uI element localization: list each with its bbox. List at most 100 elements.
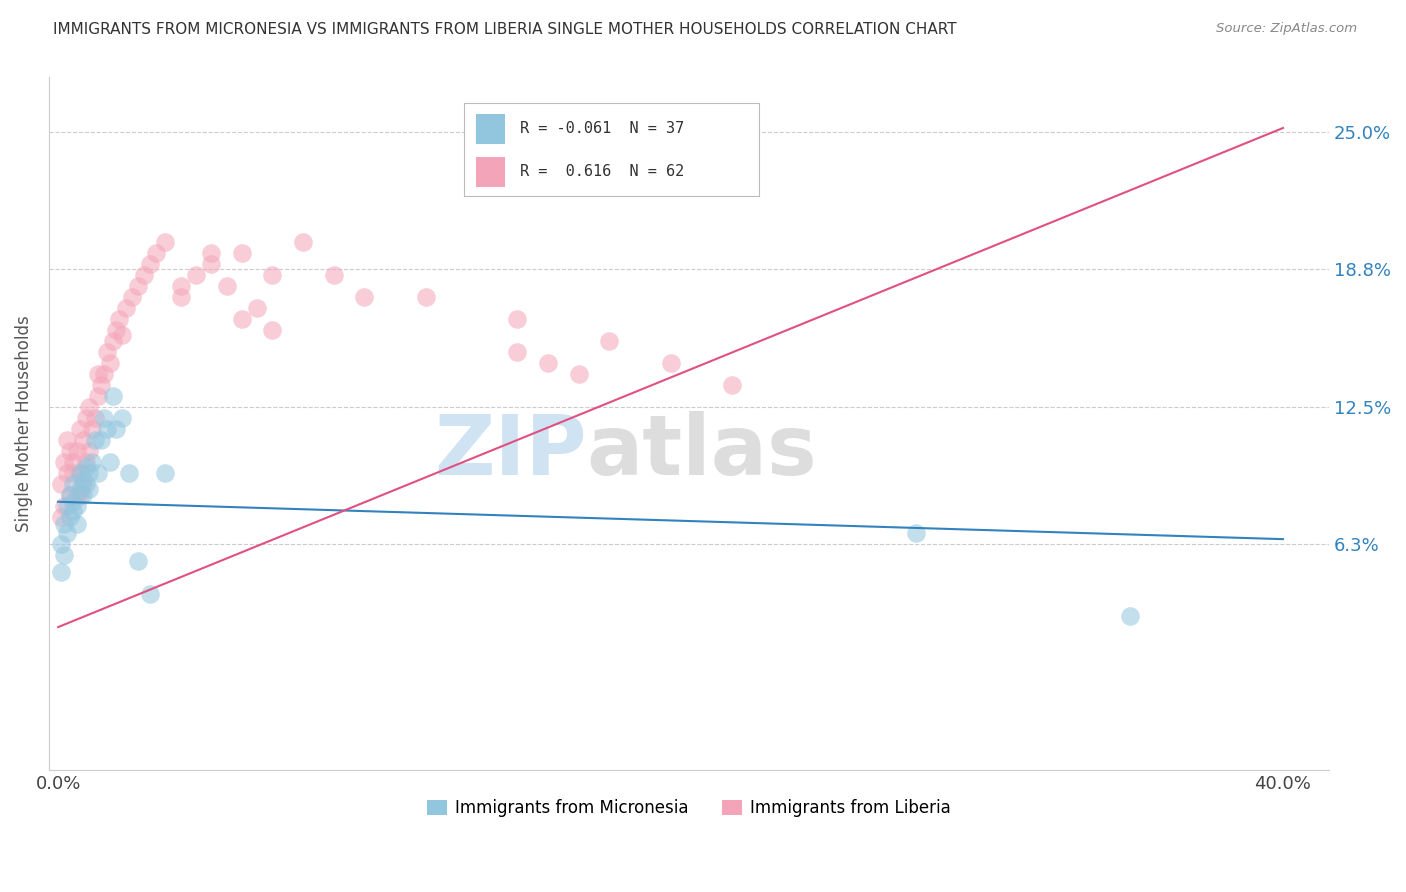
Point xyxy=(139,587,162,601)
Point xyxy=(69,488,91,502)
Point xyxy=(62,495,84,509)
Point xyxy=(87,389,110,403)
Point xyxy=(353,290,375,304)
Point xyxy=(117,466,139,480)
Point xyxy=(105,422,128,436)
Point xyxy=(231,312,253,326)
Point xyxy=(59,488,82,502)
Point xyxy=(121,290,143,304)
Bar xyxy=(475,157,505,187)
Point xyxy=(169,290,191,304)
Point xyxy=(65,488,87,502)
Point xyxy=(77,401,100,415)
Point xyxy=(904,525,927,540)
Point xyxy=(56,434,79,448)
Point xyxy=(169,279,191,293)
Point xyxy=(98,356,121,370)
Point xyxy=(568,368,591,382)
Text: R = -0.061  N = 37: R = -0.061 N = 37 xyxy=(520,121,685,136)
Point xyxy=(108,312,131,326)
Text: ZIP: ZIP xyxy=(434,411,586,491)
Point xyxy=(65,444,87,458)
Point xyxy=(103,334,125,349)
Point xyxy=(59,510,82,524)
Text: Source: ZipAtlas.com: Source: ZipAtlas.com xyxy=(1216,22,1357,36)
Point xyxy=(105,323,128,337)
Point xyxy=(72,434,94,448)
Point xyxy=(200,257,222,271)
Point xyxy=(75,459,97,474)
Point xyxy=(59,488,82,502)
Point xyxy=(111,327,134,342)
Point xyxy=(69,482,91,496)
Point xyxy=(262,323,284,337)
Point xyxy=(659,356,682,370)
Point xyxy=(62,466,84,480)
Point xyxy=(103,389,125,403)
Point xyxy=(246,301,269,316)
Legend: Immigrants from Micronesia, Immigrants from Liberia: Immigrants from Micronesia, Immigrants f… xyxy=(420,793,957,824)
Point xyxy=(598,334,620,349)
Point xyxy=(111,411,134,425)
Point xyxy=(80,455,103,469)
Text: atlas: atlas xyxy=(586,411,817,491)
Point xyxy=(53,455,76,469)
Point xyxy=(93,411,115,425)
Point xyxy=(96,345,118,359)
Point xyxy=(415,290,437,304)
Point xyxy=(322,268,344,283)
Point xyxy=(65,499,87,513)
Point xyxy=(127,554,149,568)
Point xyxy=(90,434,112,448)
Point xyxy=(506,312,529,326)
Point xyxy=(127,279,149,293)
Point xyxy=(155,466,177,480)
Bar xyxy=(475,114,505,144)
Point xyxy=(83,434,105,448)
Point xyxy=(98,455,121,469)
Point xyxy=(537,356,560,370)
Point xyxy=(56,466,79,480)
Point xyxy=(87,466,110,480)
Point xyxy=(69,422,91,436)
Point xyxy=(62,477,84,491)
Point xyxy=(184,268,207,283)
Point xyxy=(1119,609,1142,624)
Point xyxy=(51,477,73,491)
Point xyxy=(506,345,529,359)
Point xyxy=(72,477,94,491)
Point xyxy=(93,368,115,382)
Y-axis label: Single Mother Households: Single Mother Households xyxy=(15,316,32,533)
Point xyxy=(75,477,97,491)
Point xyxy=(132,268,155,283)
Point xyxy=(56,525,79,540)
Point xyxy=(114,301,136,316)
Point xyxy=(72,488,94,502)
Point xyxy=(262,268,284,283)
Point xyxy=(69,466,91,480)
Point xyxy=(53,548,76,562)
Point xyxy=(720,378,742,392)
Point xyxy=(87,368,110,382)
Point xyxy=(155,235,177,250)
Point xyxy=(51,536,73,550)
Point xyxy=(77,444,100,458)
Point xyxy=(231,246,253,260)
Point xyxy=(51,565,73,579)
Point xyxy=(72,473,94,487)
Point xyxy=(56,499,79,513)
Point xyxy=(69,466,91,480)
Point xyxy=(80,422,103,436)
Point xyxy=(215,279,238,293)
Point xyxy=(53,499,76,513)
Point xyxy=(75,411,97,425)
Point xyxy=(292,235,315,250)
Point xyxy=(77,482,100,496)
Point xyxy=(51,510,73,524)
Text: R =  0.616  N = 62: R = 0.616 N = 62 xyxy=(520,164,685,179)
Point xyxy=(62,455,84,469)
Point xyxy=(200,246,222,260)
Point xyxy=(145,246,167,260)
Point xyxy=(77,466,100,480)
Point xyxy=(75,455,97,469)
